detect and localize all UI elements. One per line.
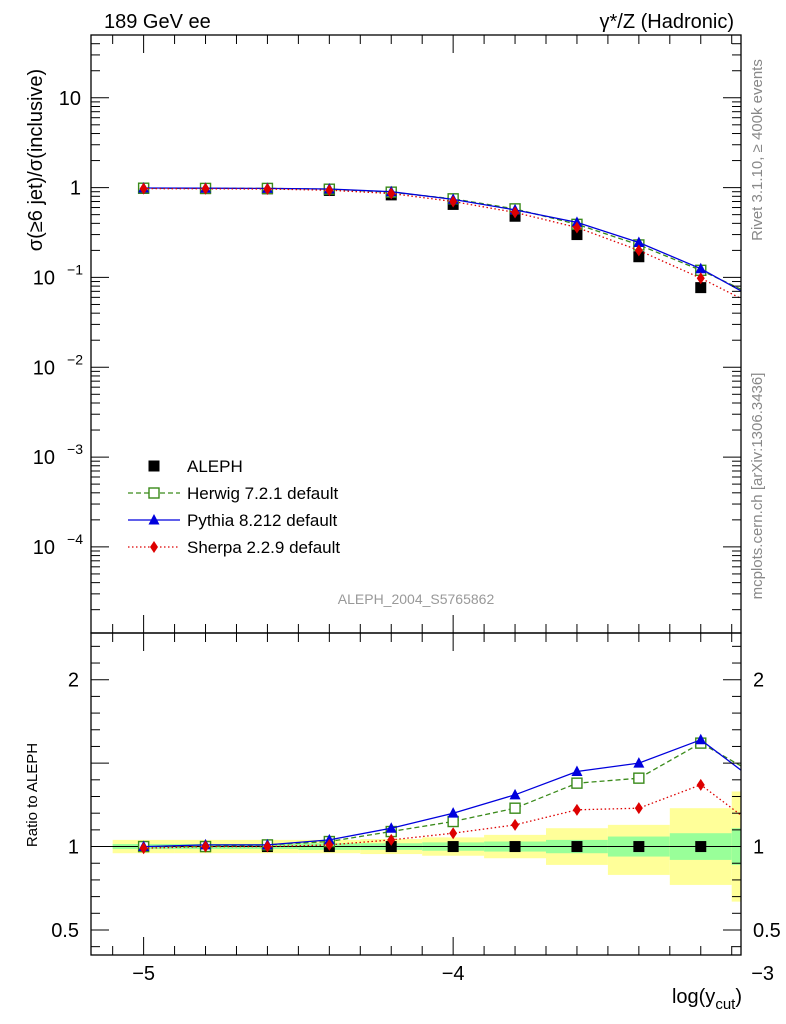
y-tick-label: 10	[59, 88, 81, 110]
herwig-ratio-point	[571, 777, 583, 789]
aleph-point	[757, 306, 768, 317]
y-tick-label: 10	[33, 357, 55, 379]
pythia-ratio-line	[143, 739, 741, 848]
aleph-legend-marker	[148, 460, 160, 472]
aleph-ratio-point	[385, 841, 397, 853]
top-series	[137, 181, 768, 317]
herwig-ratio-point	[509, 802, 521, 814]
sherpa-point	[572, 221, 581, 234]
y-axis-title: σ(≥6 jet)/σ(inclusive)	[25, 69, 47, 251]
x-tick-label: −5	[132, 963, 155, 985]
ratio-tick-label: 2	[68, 670, 79, 692]
sherpa-point	[201, 182, 210, 195]
top-panel: 10 1 10 −1 10 −2 10 −3 10 −4	[33, 34, 768, 955]
sherpa-point	[634, 244, 643, 257]
sherpa-line	[143, 187, 741, 300]
x-tick-label: −3	[751, 963, 774, 985]
legend: ALEPH Herwig 7.2.1 default Pythia 8.212 de…	[128, 457, 340, 557]
ratio-tick-label-right: 2	[753, 670, 764, 692]
aleph-ratio-point	[447, 841, 459, 853]
mcplots-label: mcplots.cern.ch [arXiv:1306.3436]	[749, 373, 766, 600]
ratio-tick-label-right: 0.5	[753, 920, 781, 942]
sherpa-ratio-point	[325, 838, 334, 851]
sherpa-point	[511, 206, 520, 219]
sherpa-ratio-point	[449, 827, 458, 840]
pythia-ratio-point	[447, 807, 459, 818]
sherpa-legend-marker	[150, 541, 158, 553]
herwig-legend-marker	[148, 487, 160, 499]
pythia-ratio-point	[633, 757, 645, 768]
y-tick-exponent: −3	[67, 441, 83, 457]
aleph-ratio-point	[509, 841, 521, 853]
pythia-ratio-point	[509, 788, 521, 800]
y-tick-label: 10	[33, 537, 55, 559]
pythia-point	[633, 236, 645, 247]
sherpa-point	[387, 187, 396, 200]
aleph-point	[633, 251, 645, 263]
ratio-tick-label: 1	[68, 837, 79, 859]
herwig-ratio-point	[447, 815, 459, 828]
sherpa-ratio-point	[387, 833, 396, 846]
sherpa-ratio-point	[201, 840, 210, 853]
pythia-ratio-point	[695, 733, 707, 745]
aleph-ratio-point	[695, 841, 707, 853]
pythia-point	[695, 262, 707, 274]
analysis-watermark: ALEPH_2004_S5765862	[338, 591, 495, 607]
aleph-ratio-point	[571, 841, 583, 853]
legend-label-pythia: Pythia 8.212 default	[187, 511, 338, 530]
y-tick-exponent: −2	[67, 351, 83, 367]
sherpa-ratio-point	[572, 803, 581, 816]
x-tick-label: −4	[442, 963, 465, 985]
sherpa-point	[759, 303, 767, 315]
pythia-legend-marker	[148, 514, 160, 525]
sherpa-point	[449, 195, 458, 208]
sherpa-point	[325, 184, 334, 197]
sherpa-ratio-point	[511, 818, 520, 831]
rivet-version-label: Rivet 3.1.10, ≥ 400k events	[749, 59, 766, 241]
herwig-point	[758, 294, 768, 304]
ratio-tick-label-right: 1	[753, 837, 764, 859]
legend-label-herwig: Herwig 7.2.1 default	[187, 484, 338, 503]
sherpa-ratio-point	[139, 842, 148, 855]
sherpa-point	[139, 182, 148, 195]
herwig-ratio-point	[633, 772, 645, 784]
legend-label-sherpa: Sherpa 2.2.9 default	[187, 538, 340, 557]
header-right: γ*/Z (Hadronic)	[600, 11, 734, 33]
pythia-ratio-point	[385, 822, 397, 833]
pythia-line	[143, 187, 741, 292]
ratio-tick-label: 0.5	[51, 920, 79, 942]
legend-label-aleph: ALEPH	[187, 457, 243, 476]
sherpa-ratio-point	[634, 802, 643, 815]
pythia-point	[757, 297, 768, 308]
aleph-point	[695, 282, 707, 294]
herwig-line	[143, 187, 741, 290]
y-tick-exponent: −1	[67, 261, 83, 277]
herwig-ratio-point	[758, 773, 768, 783]
sherpa-point	[696, 272, 705, 285]
sherpa-ratio-point	[696, 778, 705, 791]
header-left: 189 GeV ee	[104, 11, 211, 33]
y-tick-label: 10	[33, 267, 55, 289]
x-axis-title: log(ycut)	[672, 986, 742, 1013]
ratio-series	[137, 733, 768, 855]
y-tick-exponent: −4	[67, 531, 83, 547]
ratio-panel: 2 2 1 1 0.5 0.5 −5 −4 −3	[51, 632, 781, 985]
ratio-frame	[90, 632, 742, 956]
pythia-ratio-point	[571, 765, 583, 776]
aleph-ratio-point	[633, 841, 645, 853]
y-tick-label: 1	[70, 178, 81, 200]
ratio-axis-title: Ratio to ALEPH	[24, 743, 41, 847]
aleph-point	[571, 229, 583, 241]
sherpa-point	[263, 182, 272, 195]
pythia-ratio-point	[757, 780, 768, 791]
y-tick-label: 10	[33, 447, 55, 469]
sherpa-ratio-point	[263, 840, 272, 853]
